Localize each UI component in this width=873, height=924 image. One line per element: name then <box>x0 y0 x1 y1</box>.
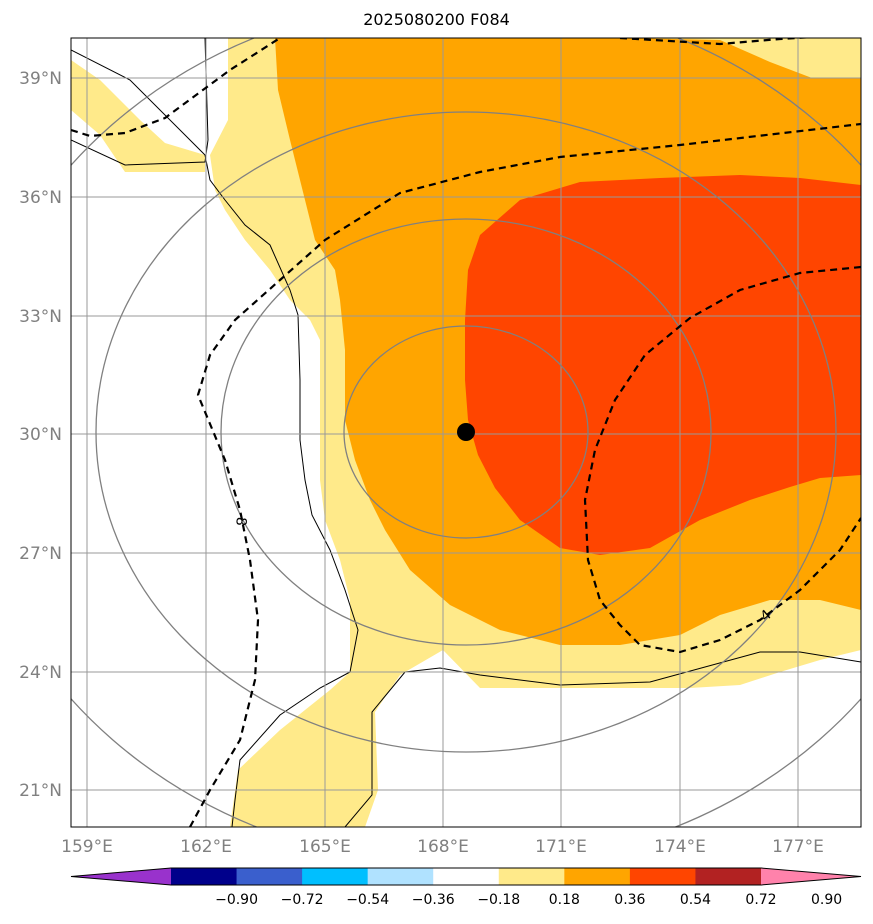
colorbar-segment <box>564 868 631 885</box>
colorbar-label: 0.36 <box>614 892 645 908</box>
shading-0-18-0-36-west <box>71 60 205 172</box>
colorbar-segment <box>302 868 369 885</box>
colorbar-label: 0.90 <box>811 892 842 908</box>
colorbar-segment <box>171 868 238 885</box>
colorbar-label: −0.72 <box>281 892 324 908</box>
longitude-ticks: 159°E 162°E 165°E 168°E 171°E 174°E 177°… <box>61 837 824 857</box>
contour-4 <box>583 265 861 654</box>
lat-tick: 27°N <box>19 544 62 564</box>
contour-8 <box>71 38 281 138</box>
lat-tick: 36°N <box>19 188 62 208</box>
contour-8 <box>189 122 861 827</box>
colorbar-label: −0.18 <box>477 892 520 908</box>
range-rings <box>71 38 861 827</box>
lon-tick: 177°E <box>772 837 824 857</box>
lon-tick: 159°E <box>61 837 113 857</box>
colorbar-extend-low <box>71 868 171 885</box>
lon-tick: 162°E <box>180 837 232 857</box>
contour-label-8: 8 <box>232 516 249 526</box>
colorbar-label: 0.18 <box>549 892 580 908</box>
colorbar-segment <box>498 868 565 885</box>
plot-frame <box>70 37 862 828</box>
lon-tick: 165°E <box>299 837 351 857</box>
lon-tick: 171°E <box>535 837 587 857</box>
colorbar-extend-high <box>761 868 861 885</box>
colorbar-outline <box>70 867 862 886</box>
coastlines <box>71 38 861 827</box>
lat-tick: 24°N <box>19 663 62 683</box>
colorbar-label: 0.72 <box>745 892 776 908</box>
colorbar: −0.90 −0.72 −0.54 −0.36 −0.18 0.18 0.36 0.54 0.7… <box>70 867 862 908</box>
colorbar-segment <box>433 868 500 885</box>
graticule <box>71 38 861 827</box>
lat-tick: 33°N <box>19 307 62 327</box>
colorbar-segment <box>236 868 303 885</box>
colorbar-segment <box>629 868 696 885</box>
plot-title: 2025080200 F084 <box>363 10 510 29</box>
lat-tick: 21°N <box>19 781 62 801</box>
colorbar-label: −0.54 <box>346 892 389 908</box>
lat-tick: 30°N <box>19 425 62 445</box>
center-marker <box>457 423 475 441</box>
colorbar-label: −0.90 <box>215 892 258 908</box>
colorbar-label: −0.36 <box>412 892 455 908</box>
dashed-contours <box>71 38 861 827</box>
lat-tick: 39°N <box>19 69 62 89</box>
lon-tick: 168°E <box>417 837 469 857</box>
shading-0-54-0-72 <box>465 175 861 555</box>
latitude-ticks: 39°N 36°N 33°N 30°N 27°N 24°N 21°N <box>19 69 62 801</box>
map-plot-area <box>71 38 861 827</box>
colorbar-segment <box>367 868 434 885</box>
colorbar-segment <box>695 868 762 885</box>
colorbar-label: 0.54 <box>680 892 711 908</box>
lon-tick: 174°E <box>654 837 706 857</box>
